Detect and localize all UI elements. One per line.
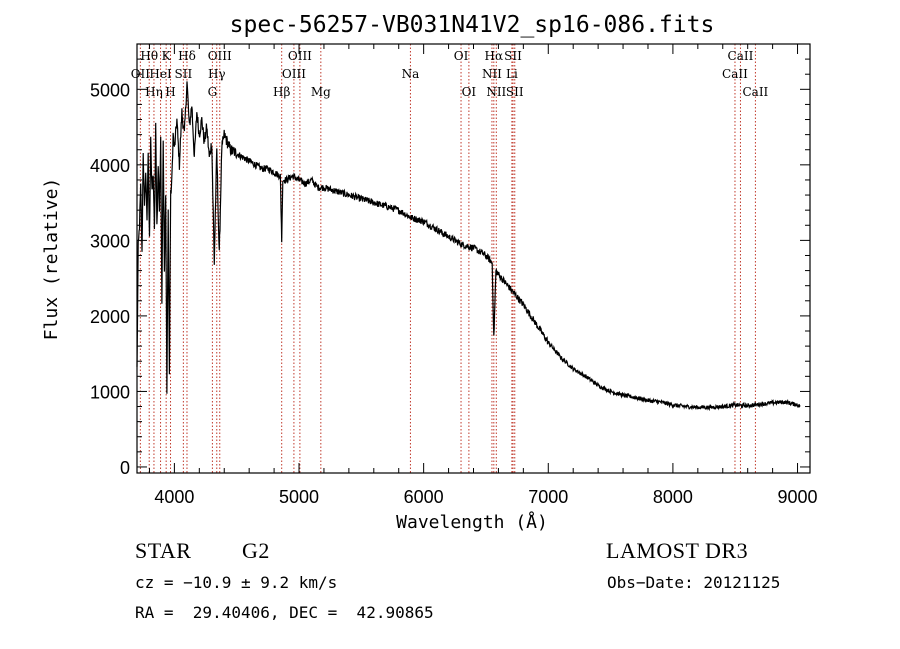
y-tick-label: 1000: [90, 382, 130, 402]
x-axis-label: Wavelength (Å): [396, 511, 548, 533]
line-label: OIII: [282, 67, 306, 81]
chart-title: spec-56257-VB031N41V2_sp16-086.fits: [230, 12, 715, 38]
line-label: CaII: [728, 49, 754, 63]
x-tick-label: 7000: [528, 487, 568, 507]
line-label: H: [165, 85, 175, 99]
line-label: Hη: [145, 85, 163, 99]
y-tick-label: 4000: [90, 156, 130, 176]
object-subclass: G2: [242, 538, 270, 563]
spectrum-line: [136, 81, 801, 411]
x-tick-label: 9000: [778, 487, 818, 507]
line-label: Mg: [311, 85, 331, 99]
line-label: SII: [504, 49, 522, 63]
line-label: Li: [506, 67, 518, 81]
line-label: NII: [482, 67, 502, 81]
line-label: Hγ: [208, 67, 226, 81]
line-label: G: [208, 85, 218, 99]
x-tick-label: 6000: [404, 487, 444, 507]
coordinates-info: RA = 29.40406, DEC = 42.90865: [135, 603, 434, 622]
line-label: CaII: [742, 85, 768, 99]
line-label: NII: [486, 85, 506, 99]
y-axis-ticks: 0 1000 2000 3000 4000 5000: [90, 58, 810, 478]
y-tick-label: 5000: [90, 80, 130, 100]
x-tick-label: 8000: [653, 487, 693, 507]
line-label: SII: [506, 85, 524, 99]
line-label: Na: [402, 67, 420, 81]
line-label: Hδ: [178, 49, 196, 63]
line-label: OI: [462, 85, 477, 99]
line-label: OI: [454, 49, 469, 63]
object-class: STAR: [135, 538, 192, 563]
line-label: Hα: [485, 49, 504, 63]
x-tick-label: 5000: [279, 487, 319, 507]
line-label: OIII: [208, 49, 232, 63]
y-tick-label: 3000: [90, 231, 130, 251]
line-label: HeI: [149, 67, 172, 81]
line-label: K: [162, 49, 172, 63]
y-axis-label: Flux (relative): [41, 178, 62, 341]
redshift-info: cz = −10.9 ± 9.2 km/s: [135, 573, 338, 592]
line-label: Hβ: [273, 85, 290, 99]
line-label: CaII: [722, 67, 748, 81]
y-tick-label: 2000: [90, 307, 130, 327]
line-label: SII: [175, 67, 193, 81]
spectral-line-markers: [139, 44, 756, 473]
x-tick-label: 4000: [154, 487, 194, 507]
x-axis-ticks: 4000 5000 6000 7000 8000 9000: [148, 44, 818, 507]
y-tick-label: 0: [120, 458, 130, 478]
observation-date: Obs−Date: 20121125: [607, 573, 781, 592]
line-label: Hθ: [140, 49, 158, 63]
line-label: OIII: [288, 49, 312, 63]
survey-name: LAMOST DR3: [606, 538, 749, 563]
